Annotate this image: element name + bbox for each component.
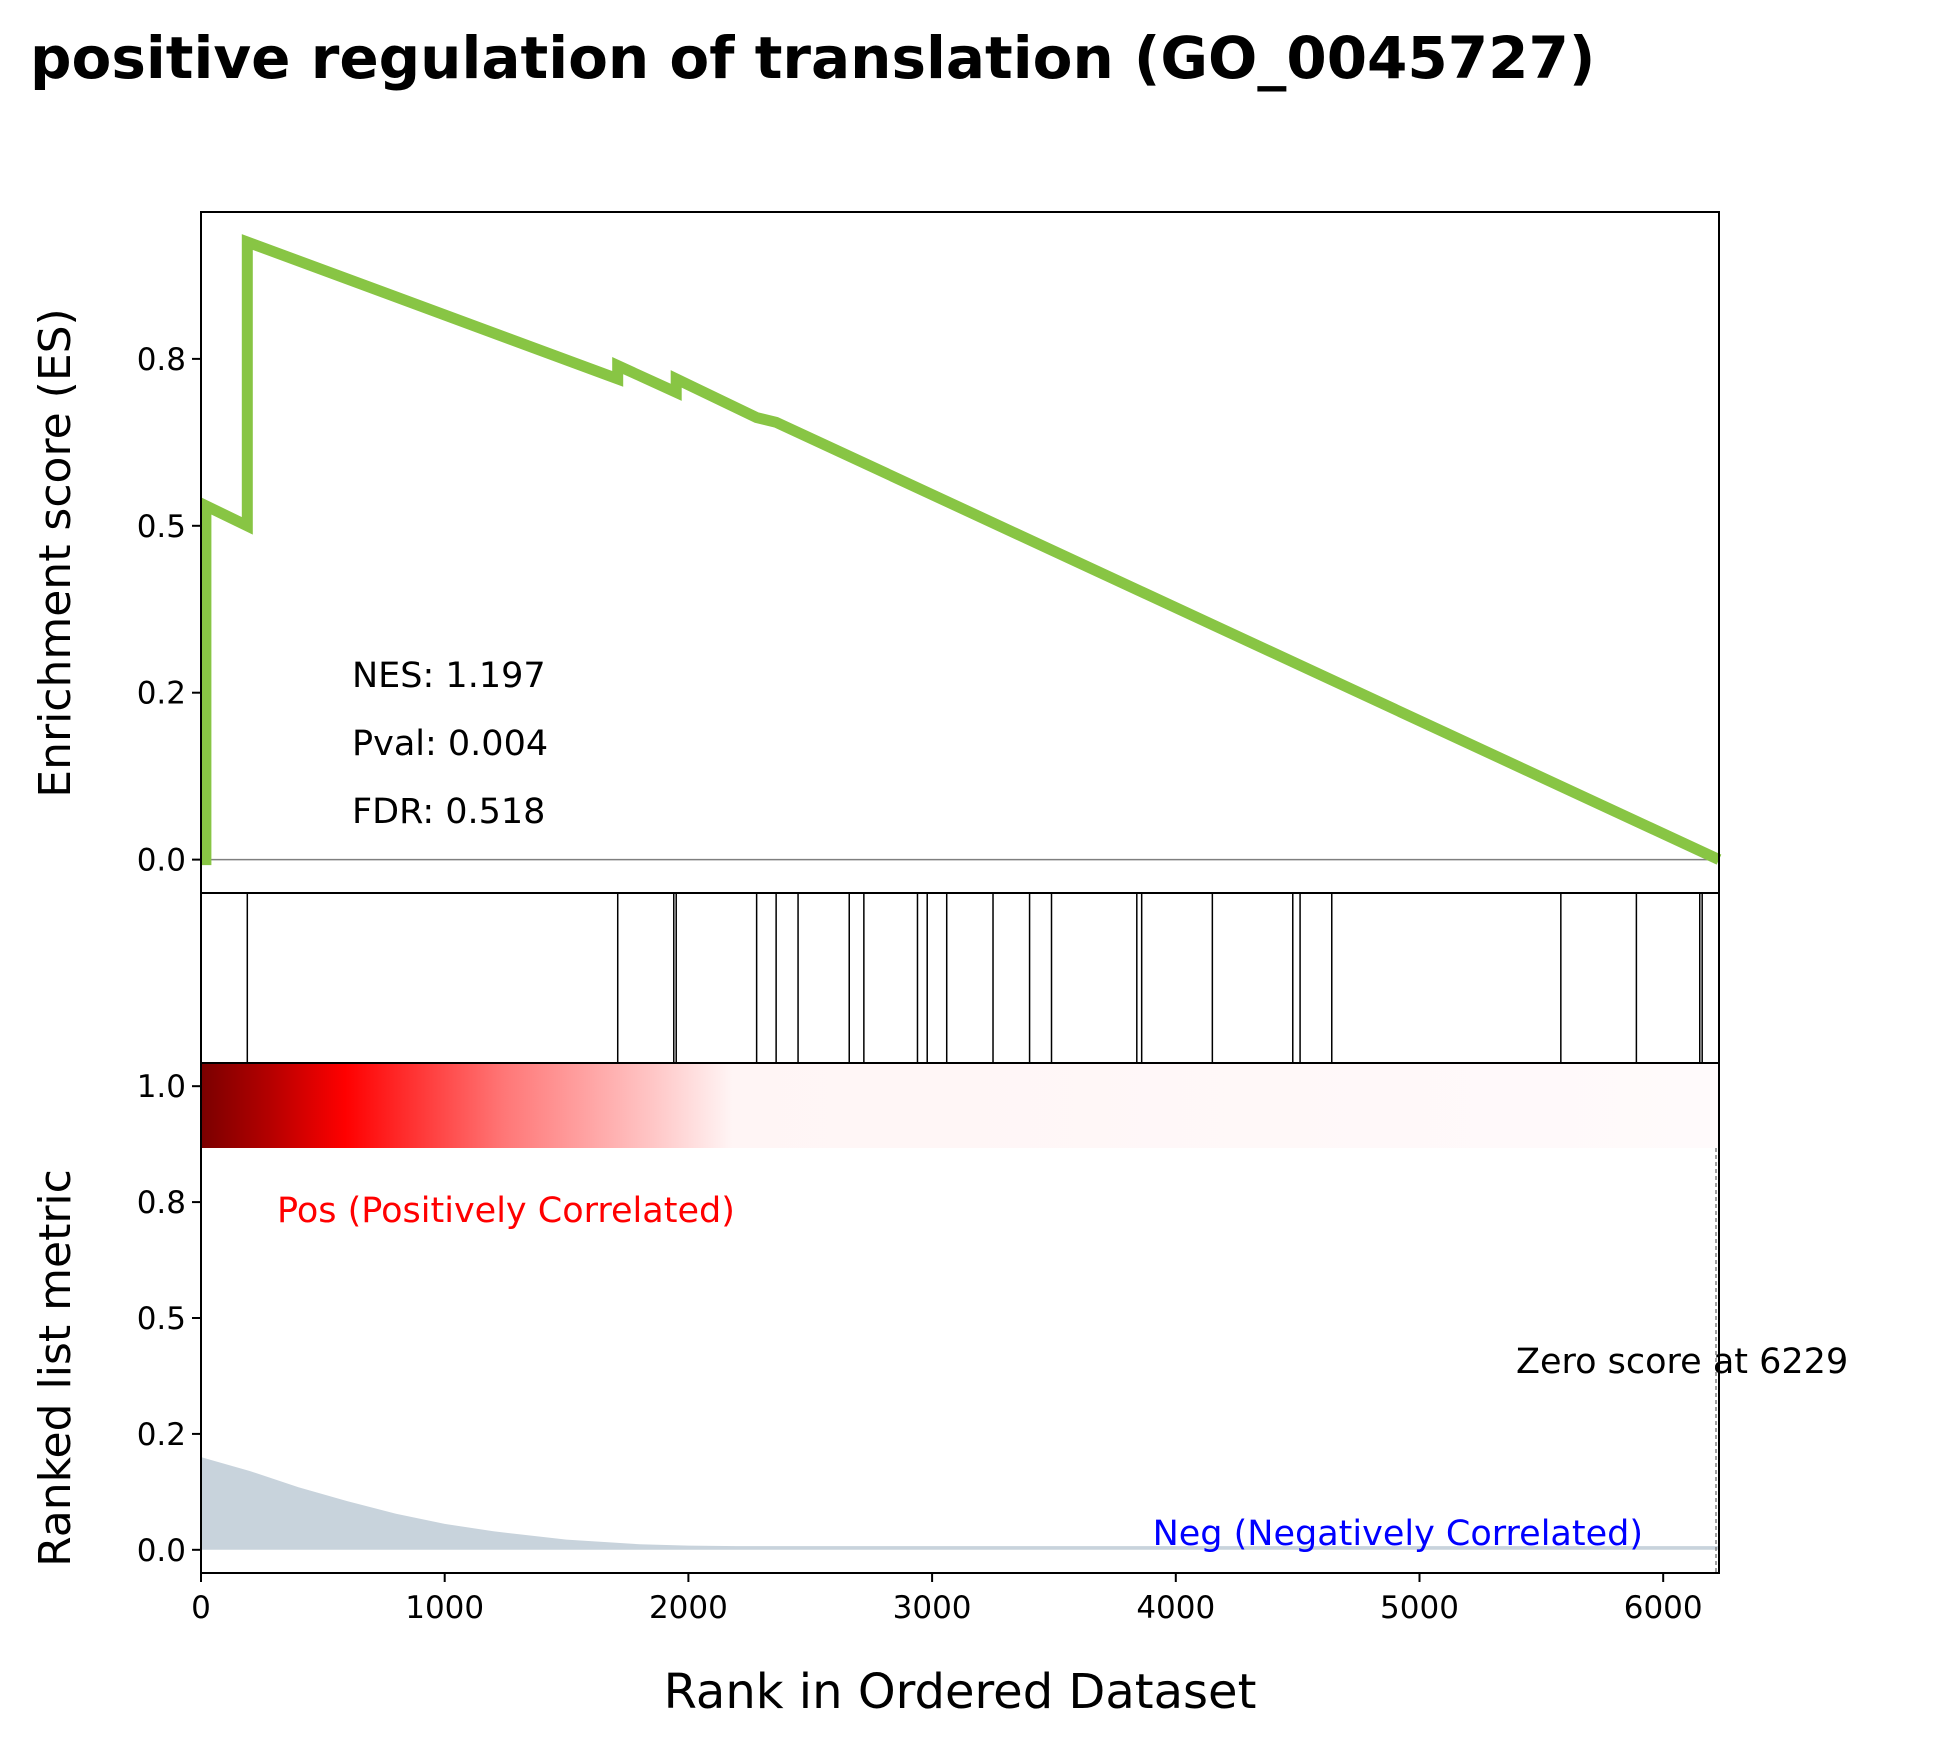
es-y-tick-label: 0.5: [137, 509, 186, 545]
rank-y-axis: 0.0 0.2 0.5 0.8 1.0: [137, 1069, 201, 1569]
x-tick-label: 5000: [1380, 1590, 1459, 1626]
figure-title: positive regulation of translation (GO_0…: [30, 24, 1595, 92]
neg-correlated-label: Neg (Negatively Correlated): [1153, 1514, 1643, 1554]
rank-y-tick-label: 0.2: [137, 1417, 186, 1453]
zero-score-label: Zero score at 6229: [1516, 1342, 1848, 1382]
rank-x-axis: 0 1000 2000 3000 4000 5000 6000: [191, 1573, 1703, 1626]
rank-heatmap-bar: [201, 1063, 1719, 1148]
x-tick-label: 4000: [1136, 1590, 1215, 1626]
rank-y-tick-label: 0.0: [137, 1533, 186, 1569]
x-tick-label: 2000: [649, 1590, 728, 1626]
nes-annotation: NES: 1.197: [352, 656, 546, 696]
rank-y-tick-label: 1.0: [137, 1069, 186, 1105]
x-tick-label: 0: [191, 1590, 211, 1626]
es-curve: [200, 234, 1722, 866]
hits-panel-frame: [200, 892, 1720, 1064]
rank-metric-area: [201, 1457, 1719, 1550]
x-tick-label: 6000: [1624, 1590, 1703, 1626]
rank-y-tick-label: 0.8: [137, 1185, 186, 1221]
es-panel: 0.0 0.2 0.5 0.8 Enrichment score (ES) NES: …: [30, 211, 1722, 894]
es-y-axis-label: Enrichment score (ES): [30, 308, 81, 797]
es-y-tick-label: 0.0: [137, 843, 186, 879]
pos-correlated-label: Pos (Positively Correlated): [277, 1191, 735, 1231]
x-tick-label: 1000: [405, 1590, 484, 1626]
x-tick-label: 3000: [893, 1590, 972, 1626]
rank-y-axis-label: Ranked list metric: [30, 1169, 81, 1567]
hits-panel: [200, 892, 1720, 1064]
es-y-tick-label: 0.2: [137, 676, 186, 712]
es-y-axis: 0.0 0.2 0.5 0.8: [137, 342, 201, 879]
es-y-tick-label: 0.8: [137, 342, 186, 378]
x-axis-label: Rank in Ordered Dataset: [664, 1664, 1257, 1720]
rank-y-tick-label: 0.5: [137, 1301, 186, 1337]
fdr-annotation: FDR: 0.518: [352, 792, 545, 832]
rank-panel: 0.0 0.2 0.5 0.8 1.0 0 1000 2000 3000 4000 5000 600…: [30, 1062, 1848, 1720]
pval-annotation: Pval: 0.004: [352, 724, 548, 764]
hit-lines: [246, 893, 1703, 1063]
